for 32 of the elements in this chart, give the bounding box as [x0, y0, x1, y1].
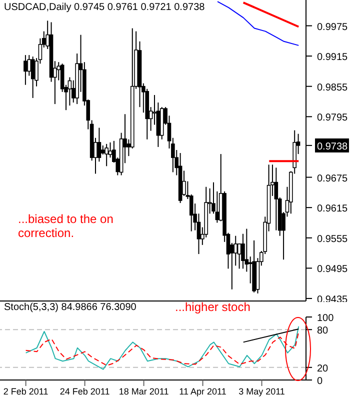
y-tick-label: 20	[317, 363, 329, 374]
chart-title: Stoch(5,3,3) 84.9866 76.3090	[4, 302, 136, 313]
x-tick-label: 2 Feb 2011	[3, 386, 48, 396]
line-series	[217, 1, 300, 46]
x-tick-label: 24 Feb 2011	[60, 386, 110, 396]
y-tick-label: 0.9738	[317, 141, 348, 152]
y-tick-label: 0	[317, 376, 323, 387]
line-series	[25, 326, 300, 370]
y-tick-label: 80	[317, 326, 329, 337]
x-tick-label: 3 May 2011	[238, 386, 285, 396]
candlestick	[68, 76, 72, 106]
y-tick-label: 100	[317, 313, 334, 324]
candlestick	[24, 54, 28, 86]
x-tick-label: 11 Apr 2011	[179, 386, 226, 396]
annotation: ...higher stoch	[175, 300, 250, 314]
chart-title: USDCAD,Daily 0.9745 0.9761 0.9721 0.9738	[4, 2, 205, 13]
y-tick-label: 0.9795	[317, 112, 348, 124]
y-tick-label: 0.9495	[317, 264, 348, 276]
y-tick-label: 0.9555	[317, 234, 348, 245]
candlestick	[241, 233, 245, 270]
candlestick	[97, 127, 102, 162]
candlestick	[104, 143, 108, 167]
line-series	[25, 332, 300, 366]
y-tick-label: 0.9675	[317, 173, 348, 184]
y-tick-label: 0.9855	[317, 82, 348, 94]
candlestick	[30, 56, 35, 98]
y-tick-label: 0.9975	[317, 22, 348, 33]
annotation: ...biased to the on correction.	[18, 212, 114, 240]
candlestick	[100, 144, 105, 156]
x-tick-label: 18 Mar 2011	[118, 386, 169, 396]
y-tick-label: 0.9915	[317, 52, 348, 64]
y-tick-label: 0.9615	[317, 204, 348, 215]
